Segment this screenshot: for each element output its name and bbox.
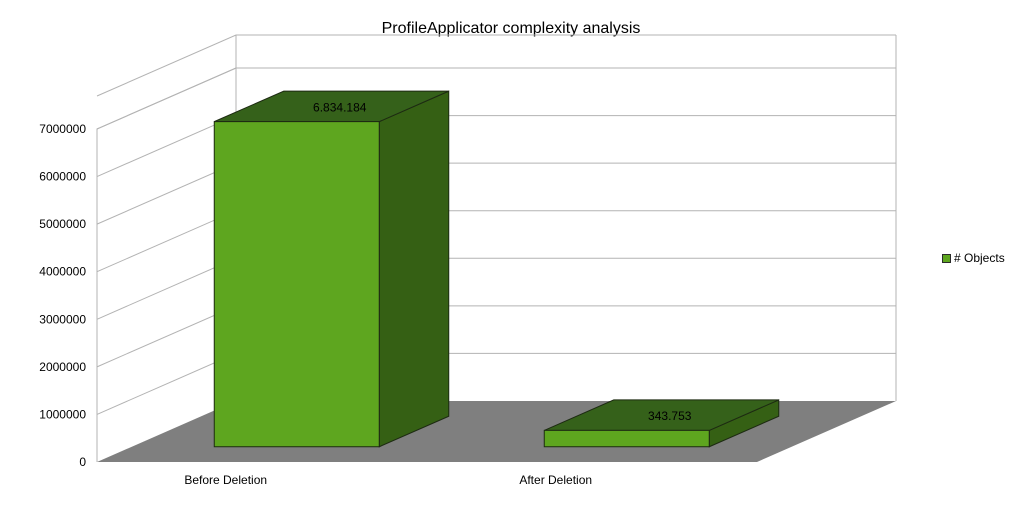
bar-front [213,121,380,448]
legend: # Objects [942,251,1005,265]
wall-top-edge [96,34,896,97]
legend-label: # Objects [954,251,1005,265]
y-tick-label: 3000000 [39,312,86,326]
bar-front [543,429,710,448]
chart-bars: 6.834.184 343.753 [213,90,780,448]
y-tick-label: 0 [79,455,86,469]
y-tick-label: 5000000 [39,217,86,231]
bar-0 [213,90,450,448]
y-tick-label: 1000000 [39,407,86,421]
x-category-label: Before Deletion [184,473,267,487]
x-axis-categories: Before Deletion After Deletion [184,473,592,487]
data-label: 343.753 [648,409,692,423]
y-axis-ticks: 0 1000000 2000000 3000000 4000000 5000000 6000… [39,122,86,469]
y-tick-label: 7000000 [39,122,86,136]
chart-title: ProfileApplicator complexity analysis [381,20,641,37]
bar-1 [543,399,780,448]
bar-side [378,90,450,448]
x-category-label: After Deletion [519,473,592,487]
legend-swatch [942,253,951,263]
y-tick-label: 2000000 [39,360,86,374]
y-tick-label: 6000000 [39,170,86,184]
data-label: 6.834.184 [313,100,367,114]
y-tick-label: 4000000 [39,265,86,279]
gridline [96,67,896,130]
